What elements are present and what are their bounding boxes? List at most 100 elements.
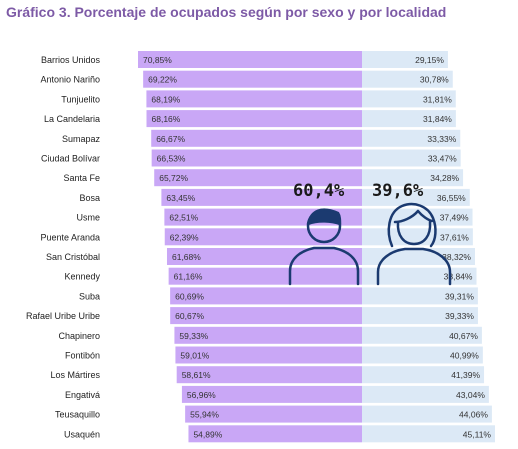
female-bar <box>362 188 470 206</box>
male-value-label: 62,51% <box>169 213 198 223</box>
female-value-label: 29,15% <box>415 55 444 65</box>
female-value-label: 41,39% <box>451 370 480 380</box>
chart-title: Gráfico 3. Porcentaje de ocupados según … <box>6 4 447 20</box>
female-value-label: 37,61% <box>440 232 469 242</box>
female-value-label: 33,47% <box>428 154 457 164</box>
male-value-label: 56,96% <box>187 390 216 400</box>
female-value-label: 30,78% <box>420 75 449 85</box>
male-bar <box>154 169 362 187</box>
male-share-annotation: 60,4% <box>293 181 345 201</box>
male-value-label: 65,72% <box>159 173 188 183</box>
male-value-label: 68,16% <box>152 114 181 124</box>
female-bar <box>362 110 456 128</box>
male-bar <box>146 110 362 128</box>
category-label: Sumapaz <box>62 134 101 144</box>
female-bar <box>362 129 461 147</box>
female-value-label: 34,28% <box>430 173 459 183</box>
female-value-label: 43,04% <box>456 390 485 400</box>
category-label: Teusaquillo <box>55 410 100 420</box>
category-label: Suba <box>79 291 100 301</box>
category-label: Engativá <box>65 390 100 400</box>
male-bar <box>168 267 362 285</box>
category-label: Bosa <box>79 193 100 203</box>
female-value-label: 33,33% <box>427 134 456 144</box>
male-value-label: 61,68% <box>172 252 201 262</box>
male-value-label: 61,16% <box>174 272 203 282</box>
category-label: Usaquén <box>64 429 100 439</box>
female-bar <box>362 287 478 305</box>
female-bar <box>362 307 478 325</box>
category-label: Barrios Unidos <box>41 55 101 65</box>
male-value-label: 70,85% <box>143 55 172 65</box>
category-label: San Cristóbal <box>46 252 100 262</box>
male-bar <box>151 149 362 167</box>
female-bar <box>362 326 482 344</box>
female-value-label: 44,06% <box>459 410 488 420</box>
male-bar <box>176 366 362 384</box>
female-bar <box>362 169 464 187</box>
bars-group: Barrios Unidos 70,85% 29,15% Antonio Nariño… <box>26 51 495 443</box>
male-value-label: 59,01% <box>180 351 209 361</box>
female-bar <box>362 149 461 167</box>
female-value-label: 39,31% <box>445 291 474 301</box>
female-value-label: 39,33% <box>445 311 474 321</box>
female-value-label: 31,81% <box>423 94 452 104</box>
category-label: Santa Fe <box>63 173 100 183</box>
category-label: Ciudad Bolívar <box>41 154 100 164</box>
category-label: Rafael Uribe Uribe <box>26 311 100 321</box>
male-value-label: 59,33% <box>179 331 208 341</box>
female-bar <box>362 346 483 364</box>
female-bar <box>362 425 495 443</box>
female-value-label: 38,84% <box>444 272 473 282</box>
man-icon <box>288 208 360 286</box>
male-value-label: 60,67% <box>175 311 204 321</box>
male-value-label: 55,94% <box>190 410 219 420</box>
female-bar <box>362 385 489 403</box>
male-value-label: 58,61% <box>182 370 211 380</box>
male-bar <box>188 425 362 443</box>
male-bar <box>138 51 362 68</box>
category-label: Usme <box>76 213 100 223</box>
female-value-label: 37,49% <box>440 213 469 223</box>
female-value-label: 40,67% <box>449 331 478 341</box>
male-bar <box>181 385 362 403</box>
male-bar <box>170 307 362 325</box>
male-value-label: 63,45% <box>166 193 195 203</box>
female-bar <box>362 366 485 384</box>
female-bar <box>362 405 492 423</box>
category-label: Los Mártires <box>50 370 100 380</box>
category-label: La Candelaria <box>44 114 100 124</box>
female-bar <box>362 51 448 68</box>
male-bar <box>174 326 362 344</box>
male-bar <box>151 129 362 147</box>
male-value-label: 62,39% <box>170 232 199 242</box>
woman-icon <box>376 202 452 286</box>
male-bar <box>143 70 362 88</box>
category-label: Tunjuelito <box>61 94 100 104</box>
female-value-label: 45,11% <box>463 429 492 439</box>
category-label: Kennedy <box>64 272 100 282</box>
male-bar <box>161 188 362 206</box>
male-bar <box>170 287 362 305</box>
female-bar <box>362 70 453 88</box>
male-bar <box>185 405 362 423</box>
male-value-label: 66,53% <box>157 154 186 164</box>
category-label: Chapinero <box>58 331 100 341</box>
male-bar <box>166 248 362 265</box>
female-bar <box>362 267 477 285</box>
female-share-annotation: 39,6% <box>372 181 424 201</box>
female-value-label: 38,32% <box>442 252 471 262</box>
male-value-label: 66,67% <box>156 134 185 144</box>
female-value-label: 36,55% <box>437 193 466 203</box>
female-value-label: 31,84% <box>423 114 452 124</box>
male-value-label: 54,89% <box>193 429 222 439</box>
category-label: Puente Aranda <box>40 232 100 242</box>
male-bar <box>175 346 362 364</box>
male-value-label: 60,69% <box>175 291 204 301</box>
female-value-label: 40,99% <box>450 351 479 361</box>
male-value-label: 68,19% <box>151 94 180 104</box>
female-bar <box>362 90 456 108</box>
male-bar <box>146 90 362 108</box>
category-label: Antonio Nariño <box>40 75 100 85</box>
